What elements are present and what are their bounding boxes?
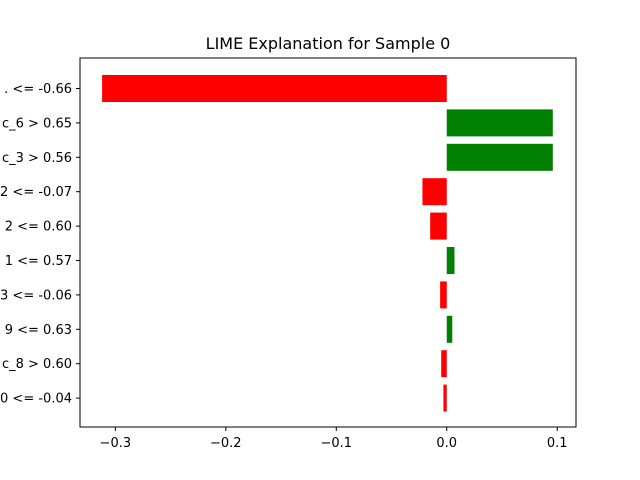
y-tick-label: 1 <= 0.57 [5, 254, 72, 269]
y-tick-label: 2 <= -0.07 [0, 185, 72, 200]
y-tick-label: 3 <= -0.06 [0, 288, 72, 303]
bars-group [102, 75, 553, 412]
bar-8 [441, 350, 447, 378]
y-tick-label: . <= -0.66 [4, 82, 72, 97]
x-tick-label: −0.2 [210, 436, 242, 451]
bar-6 [440, 281, 447, 309]
y-tick-label: 2 <= 0.60 [5, 220, 72, 235]
x-tick-label: −0.1 [320, 436, 352, 451]
y-tick-label: c_8 > 0.60 [2, 357, 72, 372]
x-tick-label: −0.3 [100, 436, 132, 451]
x-tick-label: 0.0 [436, 436, 457, 451]
bar-3 [422, 178, 447, 206]
x-tick-label: 0.1 [547, 436, 568, 451]
chart-title: LIME Explanation for Sample 0 [206, 34, 451, 53]
bar-0 [102, 75, 447, 102]
bar-1 [446, 109, 553, 137]
bar-7 [446, 315, 453, 343]
plot-frame [79, 57, 577, 428]
y-tick-label: c_6 > 0.65 [2, 116, 72, 131]
bar-2 [446, 143, 553, 171]
bar-5 [446, 247, 455, 274]
y-tick-label: 9 <= 0.63 [5, 323, 72, 338]
bar-4 [430, 212, 447, 240]
y-tick-label: 0 <= -0.04 [0, 392, 72, 407]
y-tick-label: c_3 > 0.56 [2, 151, 72, 166]
bar-9 [443, 384, 447, 412]
x-tick-labels: −0.3 −0.2 −0.1 0.0 0.1 [100, 427, 568, 451]
y-tick-labels: . <= -0.66 c_6 > 0.65 c_3 > 0.56 2 <= -0.07… [0, 82, 80, 407]
